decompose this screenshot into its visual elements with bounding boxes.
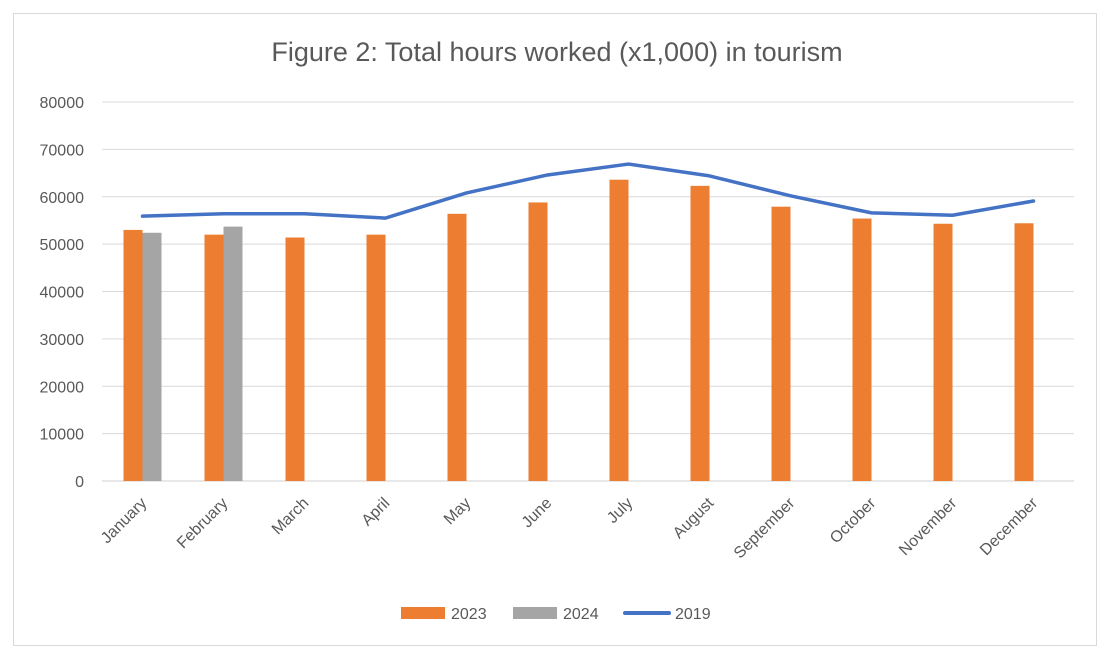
bar-2023 xyxy=(609,179,629,481)
y-tick-label: 50000 xyxy=(40,237,85,254)
x-tick-label: February xyxy=(174,495,231,552)
x-tick-label: May xyxy=(441,495,474,528)
y-tick-label: 70000 xyxy=(40,142,85,159)
x-axis-labels: January February March April May June July Augu… xyxy=(98,494,1042,562)
bars xyxy=(123,179,1034,482)
y-tick-label: 0 xyxy=(75,474,84,491)
line-2019 xyxy=(140,162,1036,220)
line-series xyxy=(140,162,1036,220)
bar-2023 xyxy=(447,213,467,481)
y-tick-label: 10000 xyxy=(40,427,85,444)
legend-item: 2023 xyxy=(401,606,487,623)
legend-item: 2019 xyxy=(623,606,711,623)
y-tick-label: 60000 xyxy=(40,190,85,207)
legend-label: 2023 xyxy=(451,606,487,623)
legend-swatch xyxy=(401,607,445,619)
x-tick-label: April xyxy=(359,495,394,530)
y-tick-label: 40000 xyxy=(40,285,85,302)
legend: 2023 2024 2019 xyxy=(401,606,711,623)
y-tick-label: 30000 xyxy=(40,332,85,349)
x-tick-label: August xyxy=(670,494,718,542)
chart-frame xyxy=(13,13,1097,646)
chart-title: Figure 2: Total hours worked (x1,000) in… xyxy=(271,37,842,67)
bar-2023 xyxy=(366,234,386,481)
x-tick-label: December xyxy=(977,494,1042,559)
x-tick-label: July xyxy=(604,495,636,527)
bar-2023 xyxy=(1014,223,1034,481)
bar-2023 xyxy=(123,229,143,481)
bar-2023 xyxy=(933,223,953,481)
legend-label: 2019 xyxy=(675,606,711,623)
bar-2023 xyxy=(528,202,548,481)
x-tick-label: September xyxy=(731,494,799,562)
x-tick-label: January xyxy=(98,495,150,547)
legend-label: 2024 xyxy=(563,606,599,623)
x-tick-label: November xyxy=(896,494,961,559)
legend-item: 2024 xyxy=(513,606,599,623)
bar-2024 xyxy=(142,232,162,481)
bar-2024 xyxy=(223,226,243,481)
gridlines xyxy=(102,101,1074,482)
y-tick-label: 20000 xyxy=(40,379,85,396)
y-tick-label: 80000 xyxy=(40,95,85,112)
bar-2023 xyxy=(204,234,224,481)
x-tick-label: October xyxy=(827,494,880,547)
x-tick-label: March xyxy=(269,495,312,538)
bar-2023 xyxy=(852,218,872,482)
x-tick-label: June xyxy=(519,495,556,532)
bar-2023 xyxy=(690,185,710,481)
legend-swatch xyxy=(513,607,557,619)
bar-2023 xyxy=(771,206,791,482)
bar-2023 xyxy=(285,237,305,481)
y-axis-labels: 0 10000 20000 30000 40000 50000 60000 70000 8000… xyxy=(40,95,85,491)
